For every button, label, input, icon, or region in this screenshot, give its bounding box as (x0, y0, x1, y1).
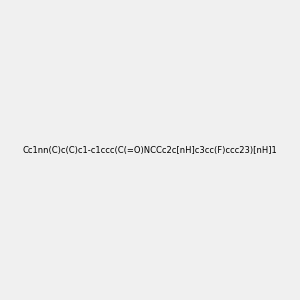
Text: Cc1nn(C)c(C)c1-c1ccc(C(=O)NCCc2c[nH]c3cc(F)ccc23)[nH]1: Cc1nn(C)c(C)c1-c1ccc(C(=O)NCCc2c[nH]c3cc… (22, 146, 278, 154)
